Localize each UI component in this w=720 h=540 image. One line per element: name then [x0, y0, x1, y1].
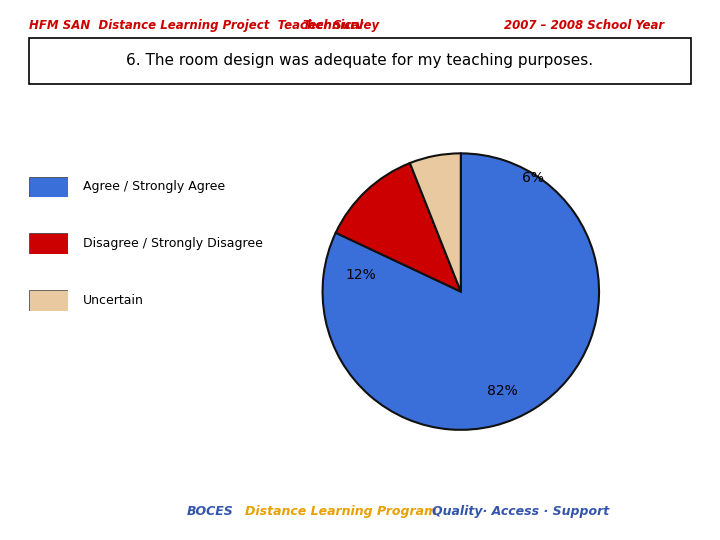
- Text: 82%: 82%: [487, 384, 518, 398]
- Text: BOCES: BOCES: [187, 505, 234, 518]
- Text: 2007 – 2008 School Year: 2007 – 2008 School Year: [504, 19, 664, 32]
- Wedge shape: [323, 153, 599, 430]
- Text: 12%: 12%: [346, 268, 377, 282]
- Text: 6%: 6%: [522, 171, 544, 185]
- FancyBboxPatch shape: [29, 38, 691, 84]
- Text: 6. The room design was adequate for my teaching purposes.: 6. The room design was adequate for my t…: [127, 53, 593, 68]
- Text: Quality· Access · Support: Quality· Access · Support: [432, 505, 609, 518]
- Text: Disagree / Strongly Disagree: Disagree / Strongly Disagree: [83, 237, 263, 250]
- Text: Uncertain: Uncertain: [83, 294, 144, 307]
- Text: HFM SAN  Distance Learning Project  Teacher Survey: HFM SAN Distance Learning Project Teache…: [29, 19, 379, 32]
- Text: Technical: Technical: [302, 19, 364, 32]
- Text: Distance Learning Program: Distance Learning Program: [245, 505, 437, 518]
- Text: Agree / Strongly Agree: Agree / Strongly Agree: [83, 180, 225, 193]
- Wedge shape: [336, 163, 461, 292]
- Wedge shape: [410, 153, 461, 292]
